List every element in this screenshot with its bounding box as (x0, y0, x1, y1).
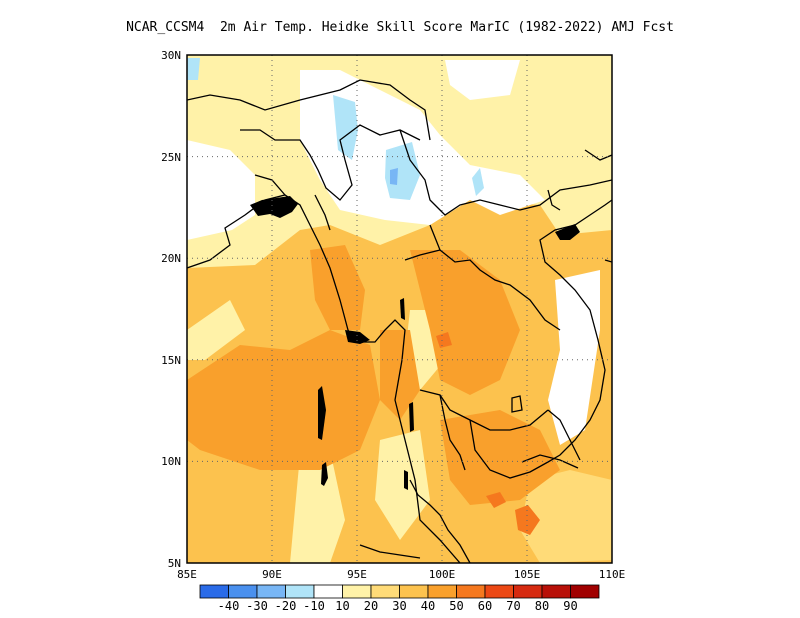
colorbar-swatch (456, 584, 486, 599)
colorbar-label: -20 (275, 599, 297, 613)
colorbar-swatch (399, 584, 429, 599)
colorbar-label: 70 (506, 599, 520, 613)
colorbar-swatch (285, 584, 315, 599)
colorbar: -40 -30 -20 -10 10 20 30 40 50 60 70 80 90 (199, 584, 600, 613)
colorbar-label: 60 (478, 599, 492, 613)
x-tick-label: 100E (429, 568, 456, 581)
colorbar-label: 20 (364, 599, 378, 613)
colorbar-label: 90 (563, 599, 577, 613)
grid-lines (187, 55, 612, 563)
colorbar-swatch (199, 584, 229, 599)
y-tick-label: 30N (161, 49, 181, 62)
x-tick-label: 105E (514, 568, 541, 581)
colorbar-label: 80 (535, 599, 549, 613)
colorbar-swatch (427, 584, 457, 599)
x-tick-label: 90E (262, 568, 282, 581)
y-tick-label: 20N (161, 252, 181, 265)
colorbar-swatch (228, 584, 258, 599)
colorbar-label: 30 (392, 599, 406, 613)
y-axis: 5N 10N 15N 20N 25N 30N (161, 49, 181, 570)
x-tick-label: 85E (177, 568, 197, 581)
colorbar-swatch (256, 584, 286, 599)
colorbar-swatch (484, 584, 514, 599)
colorbar-swatch (541, 584, 571, 599)
y-tick-label: 5N (168, 557, 181, 570)
colorbar-label: 50 (449, 599, 463, 613)
colorbar-swatch (313, 584, 343, 599)
colorbar-label: 10 (335, 599, 349, 613)
colorbar-label: -10 (303, 599, 325, 613)
map-frame (186, 54, 613, 564)
colorbar-label: -40 (218, 599, 240, 613)
coast-details (250, 196, 580, 490)
skill-field (187, 55, 612, 563)
colorbar-swatch (342, 584, 372, 599)
colorbar-label: -30 (246, 599, 268, 613)
x-axis: 85E 90E 95E 100E 105E 110E (177, 568, 625, 581)
y-tick-label: 15N (161, 354, 181, 367)
y-tick-label: 25N (161, 151, 181, 164)
x-tick-label: 110E (599, 568, 626, 581)
colorbar-swatch (513, 584, 543, 599)
colorbar-swatch (370, 584, 400, 599)
y-tick-label: 10N (161, 455, 181, 468)
colorbar-label: 40 (421, 599, 435, 613)
colorbar-swatch (570, 584, 600, 599)
x-tick-label: 95E (347, 568, 367, 581)
figure-title: NCAR_CCSM4 2m Air Temp. Heidke Skill Sco… (126, 20, 674, 35)
